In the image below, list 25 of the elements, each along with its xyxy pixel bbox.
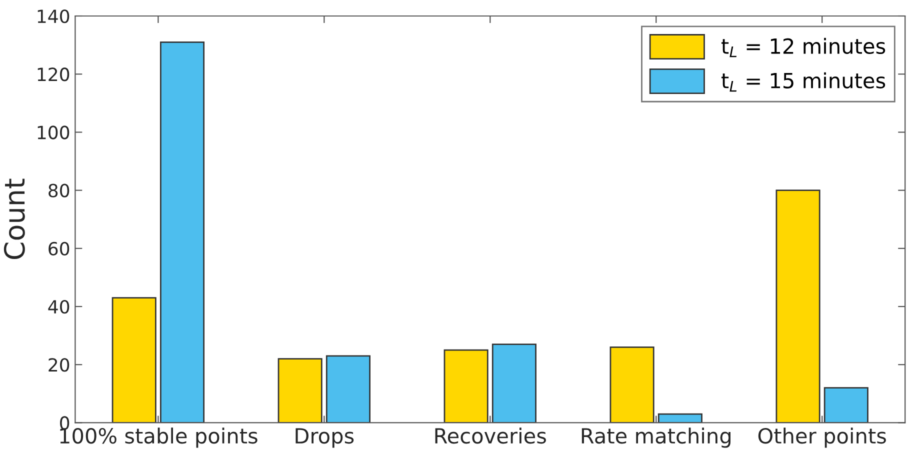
- y-tick-label: 20: [48, 358, 70, 372]
- y-tick-label: 120: [38, 68, 70, 82]
- bar: [278, 358, 322, 423]
- bar: [776, 190, 820, 423]
- y-tick-label: 100: [38, 126, 70, 140]
- x-tick-label: Rate matching: [582, 428, 730, 448]
- y-tick-label: 140: [38, 9, 70, 24]
- x-tick-label: Recoveries: [435, 428, 546, 444]
- x-tick-label: Other points: [758, 428, 886, 448]
- bar: [610, 346, 654, 423]
- y-axis-title: Count: [4, 178, 25, 260]
- bar: [444, 349, 488, 423]
- bar: [658, 413, 702, 423]
- x-tick-label: 100% stable points: [60, 428, 258, 448]
- legend-label: t$_{L}$ = 15 minutes: [721, 72, 886, 92]
- y-tick-label: 60: [48, 242, 70, 256]
- bar: [326, 355, 370, 423]
- bar: [492, 344, 536, 423]
- bar: [824, 387, 868, 423]
- legend-label: t$_{L}$ = 12 minutes: [721, 38, 886, 58]
- bar: [160, 41, 205, 423]
- y-tick-label: 40: [48, 300, 70, 314]
- x-tick-label: Drops: [296, 428, 354, 448]
- y-tick-label: 80: [48, 184, 70, 198]
- bar: [112, 297, 156, 423]
